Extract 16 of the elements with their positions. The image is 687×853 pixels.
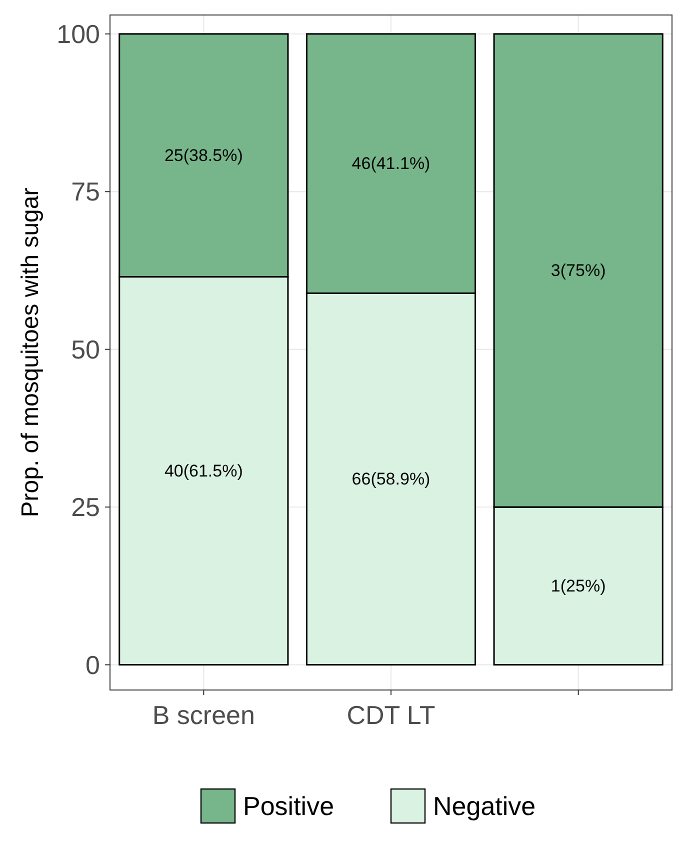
data-label: 3(75%) [550,260,606,280]
x-tick-label: CDT LT [346,700,436,730]
data-label: 46(41.1%) [352,154,430,174]
y-tick-label: 0 [86,650,100,680]
data-label: 66(58.9%) [352,469,430,488]
y-tick-label: 75 [71,176,100,207]
y-tick-label: 100 [56,18,100,49]
data-label: 40(61.5%) [164,461,243,480]
x-tick-label: B screen [152,700,255,730]
legend-label: Positive [243,791,334,821]
data-label: 25(38.5%) [164,146,243,165]
data-label: 1(25%) [550,576,606,596]
y-tick-label: 50 [71,334,100,364]
y-axis-title: Prop. of mosquitoes with sugar [17,188,44,518]
y-tick-label: 25 [71,492,100,522]
legend-label: Negative [433,791,536,821]
